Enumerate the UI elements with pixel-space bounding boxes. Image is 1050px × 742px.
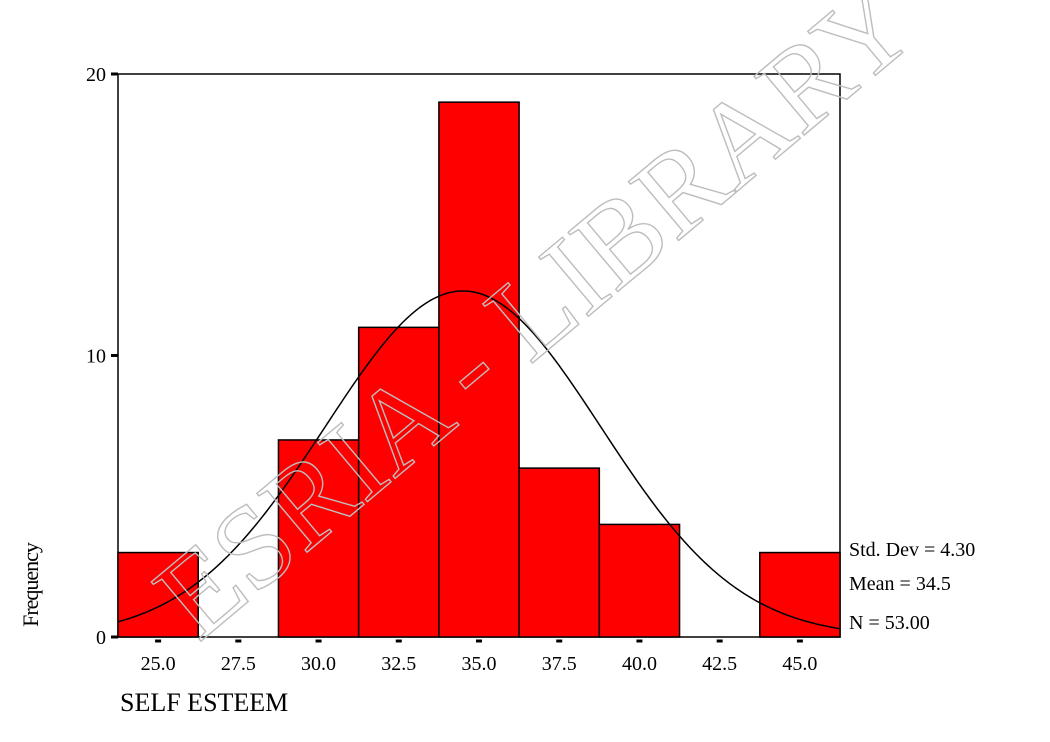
x-axis: 25.0 27.5 30.0 32.5 35.0 37.5 40.0 42.5 45.0 xyxy=(141,641,818,675)
x-tick-label: 37.5 xyxy=(542,653,577,675)
x-tick-label: 35.0 xyxy=(462,653,497,675)
x-tick-label: 27.5 xyxy=(221,653,256,675)
x-tick-label: 45.0 xyxy=(782,653,817,675)
x-axis-label: SELF ESTEEM xyxy=(120,688,288,717)
y-tick-label: 10 xyxy=(86,346,106,368)
x-tick-label: 40.0 xyxy=(622,653,657,675)
bar-37.5 xyxy=(519,468,599,637)
y-tick-label: 0 xyxy=(96,627,106,649)
x-tick-label: 25.0 xyxy=(141,653,176,675)
bar-25.0 xyxy=(118,553,198,637)
bar-32.5 xyxy=(359,327,439,637)
y-axis-label: Frequency xyxy=(18,542,43,627)
x-tick-label: 30.0 xyxy=(301,653,336,675)
y-tick-label: 20 xyxy=(86,64,106,86)
stat-std-dev: Std. Dev = 4.30 xyxy=(849,539,975,561)
stat-mean: Mean = 34.5 xyxy=(849,573,951,595)
bar-45.0 xyxy=(760,553,840,637)
bar-30.0 xyxy=(278,440,358,637)
bar-35.0 xyxy=(439,102,519,637)
stat-n: N = 53.00 xyxy=(849,612,930,634)
x-tick-label: 32.5 xyxy=(381,653,416,675)
y-axis: 0 10 20 xyxy=(86,64,118,649)
x-tick-label: 42.5 xyxy=(702,653,737,675)
bar-40.0 xyxy=(599,524,679,637)
